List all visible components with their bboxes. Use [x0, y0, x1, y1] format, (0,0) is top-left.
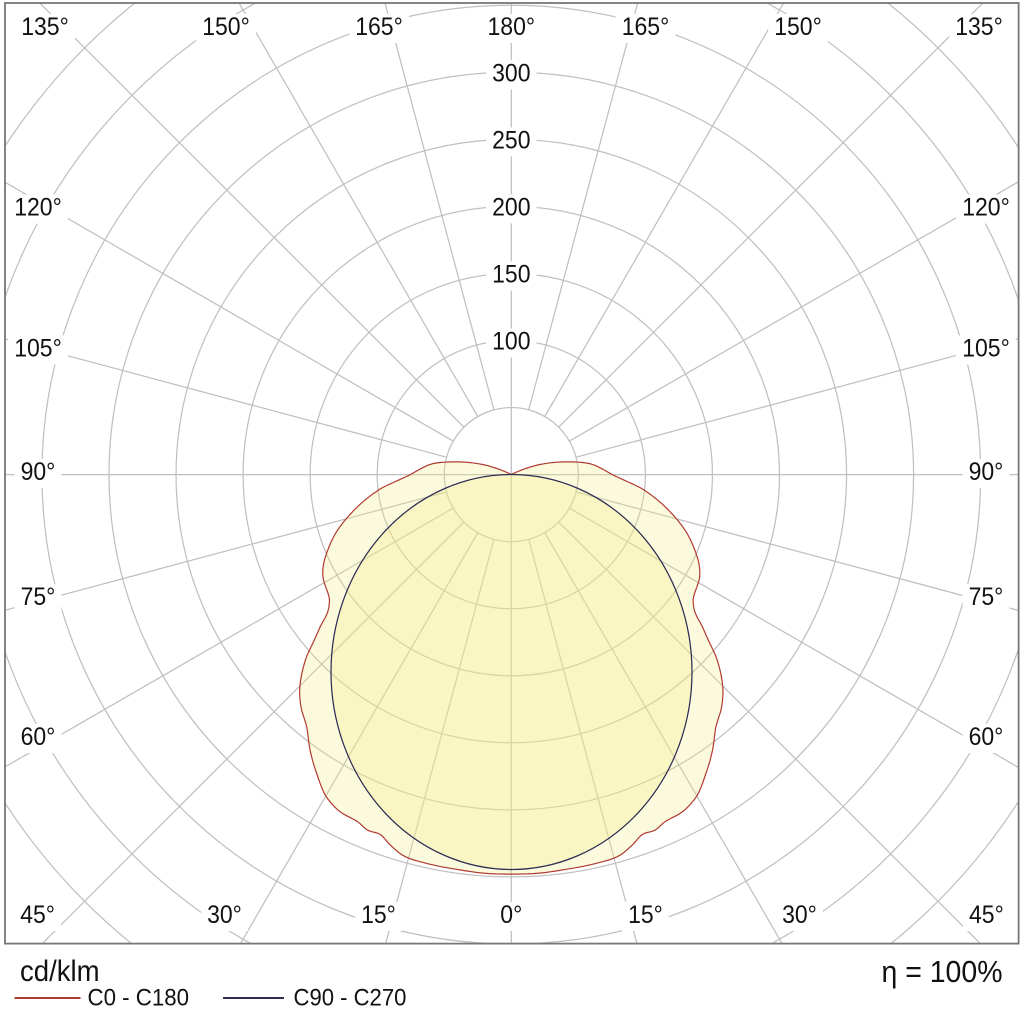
svg-text:75°: 75°	[969, 583, 1004, 611]
svg-text:300: 300	[492, 59, 530, 87]
svg-text:165°: 165°	[355, 13, 403, 41]
svg-text:cd/klm: cd/klm	[20, 955, 100, 988]
svg-text:250: 250	[492, 126, 530, 154]
svg-text:30°: 30°	[782, 901, 817, 929]
svg-text:120°: 120°	[14, 194, 62, 222]
svg-text:135°: 135°	[955, 13, 1003, 41]
svg-text:105°: 105°	[962, 335, 1010, 363]
svg-text:15°: 15°	[628, 901, 663, 929]
svg-text:165°: 165°	[622, 13, 670, 41]
svg-text:150: 150	[492, 261, 530, 289]
svg-text:120°: 120°	[962, 194, 1010, 222]
svg-text:45°: 45°	[969, 901, 1004, 929]
svg-text:135°: 135°	[21, 13, 69, 41]
svg-text:150°: 150°	[202, 13, 250, 41]
svg-text:200: 200	[492, 193, 530, 221]
svg-text:100: 100	[492, 328, 530, 356]
svg-text:90°: 90°	[969, 458, 1004, 486]
svg-text:C0 - C180: C0 - C180	[88, 985, 190, 1012]
svg-text:60°: 60°	[21, 723, 56, 751]
svg-text:0°: 0°	[500, 901, 522, 929]
svg-text:30°: 30°	[207, 901, 242, 929]
svg-text:15°: 15°	[361, 901, 396, 929]
svg-text:45°: 45°	[20, 901, 55, 929]
svg-text:90°: 90°	[21, 458, 56, 486]
svg-text:105°: 105°	[14, 335, 62, 363]
svg-text:C90 - C270: C90 - C270	[294, 985, 407, 1012]
svg-text:60°: 60°	[969, 723, 1004, 751]
svg-text:150°: 150°	[774, 13, 822, 41]
svg-text:75°: 75°	[21, 583, 56, 611]
svg-text:η = 100%: η = 100%	[882, 954, 1003, 989]
svg-text:180°: 180°	[488, 13, 536, 41]
